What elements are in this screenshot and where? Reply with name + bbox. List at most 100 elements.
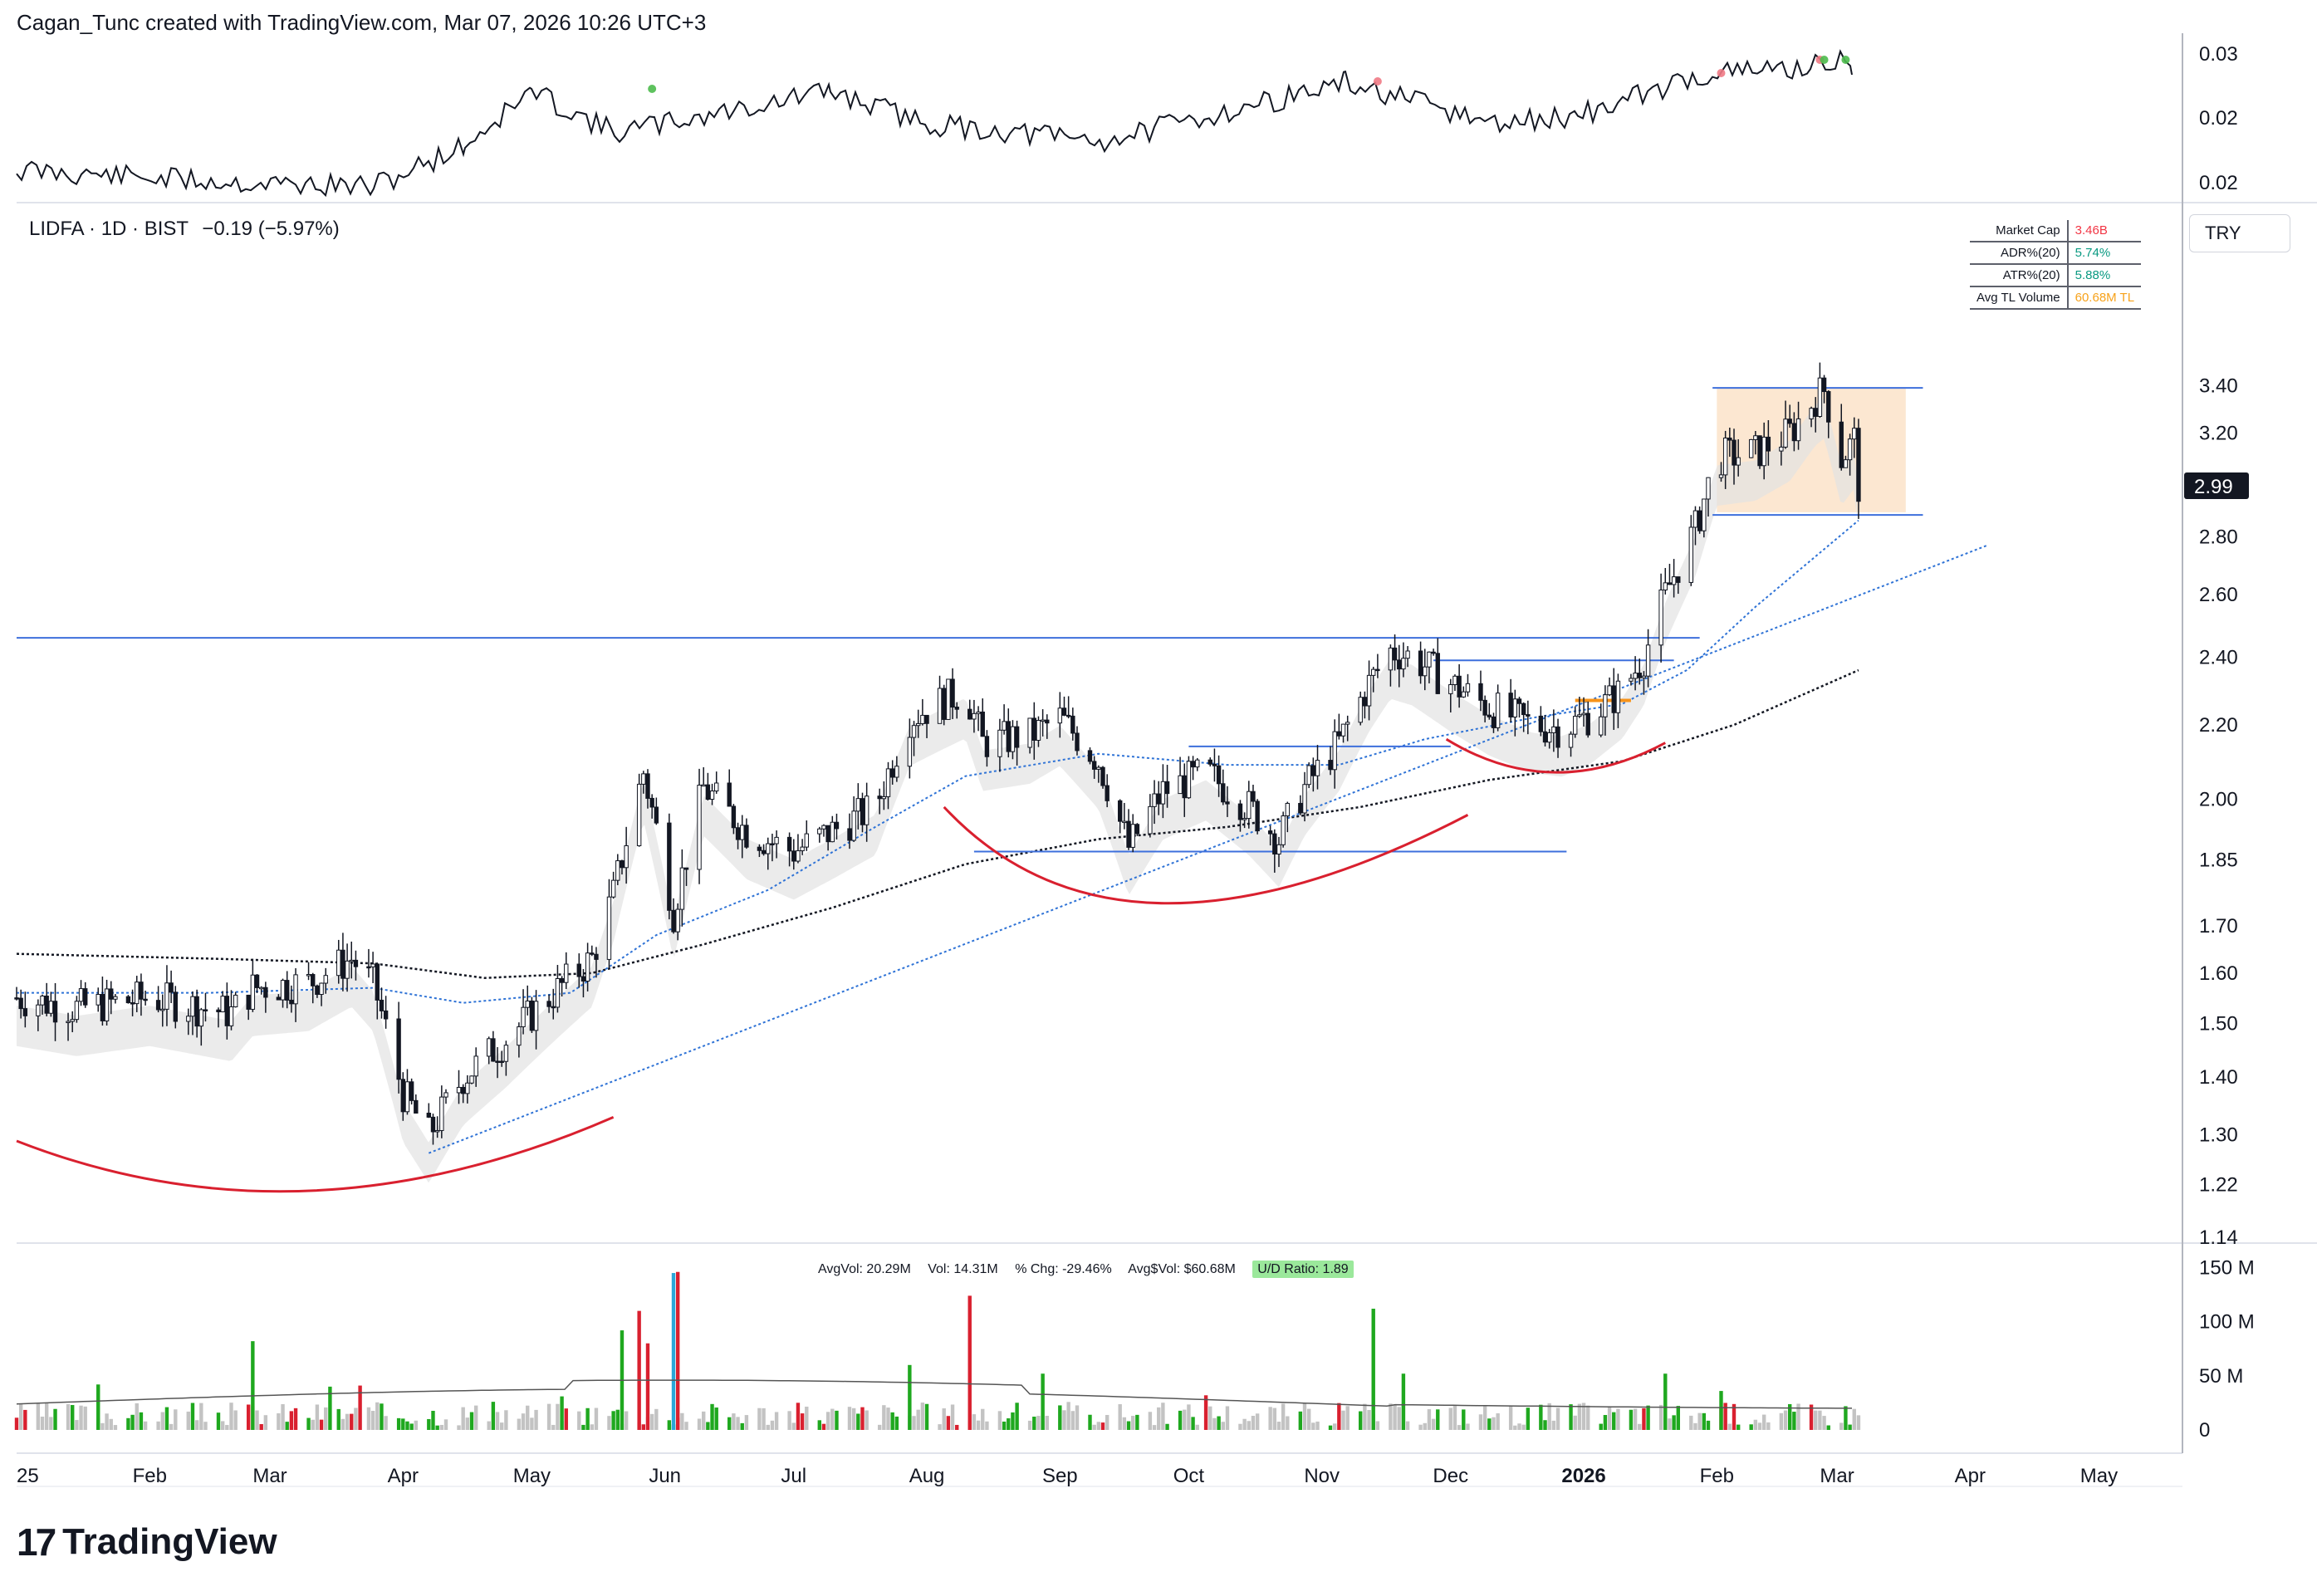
candle-body <box>1366 674 1372 707</box>
candle-body <box>1061 707 1067 716</box>
volume-bar <box>1603 1415 1608 1430</box>
volume-bar <box>835 1410 839 1430</box>
volume-bar <box>757 1408 762 1430</box>
candle-body <box>1791 423 1797 442</box>
candle-body <box>1697 510 1702 531</box>
candle-body <box>791 850 796 862</box>
volume-bar <box>160 1412 164 1430</box>
volume-bar <box>255 1410 259 1430</box>
volume-bar <box>340 1418 345 1430</box>
volume-bar <box>1452 1405 1457 1430</box>
candle-body <box>1122 820 1127 824</box>
volume-bar <box>1247 1421 1251 1430</box>
candle-body <box>1242 818 1247 820</box>
candle-body <box>1551 726 1556 733</box>
volume-bar <box>787 1411 791 1430</box>
candle-body <box>889 768 895 778</box>
candle-body <box>1405 650 1410 659</box>
candle-body <box>954 707 959 710</box>
candle-body <box>164 982 169 1010</box>
candle-body <box>216 1009 221 1013</box>
volume-bar <box>1208 1406 1212 1430</box>
volume-bar <box>791 1422 796 1430</box>
price-tick-label: 1.22 <box>2199 1173 2238 1196</box>
volume-bar <box>1736 1424 1741 1430</box>
candle-body <box>1852 428 1857 440</box>
candle-body <box>198 1009 204 1027</box>
candle-body <box>1096 766 1101 770</box>
symbol-title[interactable]: LIDFA · 1D · BIST −0.19 (−5.97%) <box>29 218 340 241</box>
volume-bar <box>1268 1407 1272 1430</box>
candle-body <box>139 982 144 1000</box>
candle-body <box>1152 793 1157 807</box>
candle-body <box>366 966 371 969</box>
stats-label: ATR%(20) <box>1970 264 2069 287</box>
volume-bar <box>1693 1422 1697 1430</box>
volume-bar <box>431 1410 435 1430</box>
symbol-info: LIDFA · 1D · BIST <box>29 218 189 240</box>
volume-bar <box>967 1295 972 1430</box>
candle-body <box>800 846 805 852</box>
volume-bar <box>1389 1403 1393 1430</box>
indicator-marker <box>1373 77 1382 86</box>
stats-row: Market Cap 3.46B <box>1970 220 2142 242</box>
volume-bar <box>1100 1422 1105 1430</box>
volume-bar <box>396 1417 401 1430</box>
volume-bar <box>590 1424 594 1430</box>
trendline <box>428 544 1988 1154</box>
candle-body <box>426 1112 432 1118</box>
stats-row: ADR%(20) 5.74% <box>1970 242 2142 265</box>
volume-bar <box>1826 1425 1830 1430</box>
candle-body <box>860 798 865 825</box>
ma-band <box>17 398 1857 1183</box>
candle-body <box>70 1019 75 1022</box>
volume-bar <box>1036 1416 1041 1430</box>
candle-body <box>1736 457 1741 466</box>
candle-body <box>503 1045 509 1062</box>
volume-ma-line <box>16 1379 1852 1409</box>
candle-body <box>1732 439 1737 466</box>
last-price-label: 2.99 <box>2194 476 2233 498</box>
candle-body <box>1267 830 1273 835</box>
volume-bar <box>1359 1411 1363 1430</box>
volume-bar <box>1272 1408 1277 1430</box>
candle-body <box>1546 732 1552 743</box>
candle-body <box>731 805 737 829</box>
candle-body <box>1126 820 1131 848</box>
candle-body <box>525 1000 530 1008</box>
candle-body <box>804 833 809 848</box>
volume-bar <box>894 1416 899 1430</box>
candle-body <box>1315 760 1320 776</box>
candle-body <box>1423 666 1428 677</box>
candle-body <box>293 974 298 1005</box>
candle-body <box>276 996 282 1001</box>
candle-body <box>1542 731 1548 743</box>
volume-bar <box>1555 1408 1560 1430</box>
candle-body <box>984 736 990 757</box>
ema-line <box>17 519 1859 1004</box>
candle-body <box>1375 668 1380 672</box>
candle-body <box>1401 658 1406 670</box>
volume-bar <box>354 1408 358 1430</box>
tradingview-logo[interactable]: 17 TradingView <box>17 1520 277 1564</box>
volume-bar <box>1856 1415 1861 1430</box>
candle-body <box>109 988 114 1000</box>
volume-bar <box>79 1405 83 1430</box>
price-tick-label: 3.40 <box>2199 375 2238 397</box>
volume-bar <box>1152 1425 1157 1430</box>
volume-bar <box>736 1417 740 1430</box>
candle-body <box>1795 418 1801 442</box>
volume-bar <box>1766 1422 1771 1430</box>
candle-body <box>847 828 852 841</box>
candle-body <box>1487 714 1492 717</box>
volume-bar <box>311 1419 315 1430</box>
volume-bar <box>649 1413 654 1430</box>
candle-body <box>66 1021 71 1024</box>
volume-bar <box>375 1402 380 1430</box>
volume-bar <box>1088 1414 1092 1430</box>
candle-body <box>289 999 294 1005</box>
currency-button[interactable]: TRY <box>2189 214 2290 252</box>
volume-bar <box>1448 1408 1452 1430</box>
volume-bar <box>1027 1420 1032 1430</box>
